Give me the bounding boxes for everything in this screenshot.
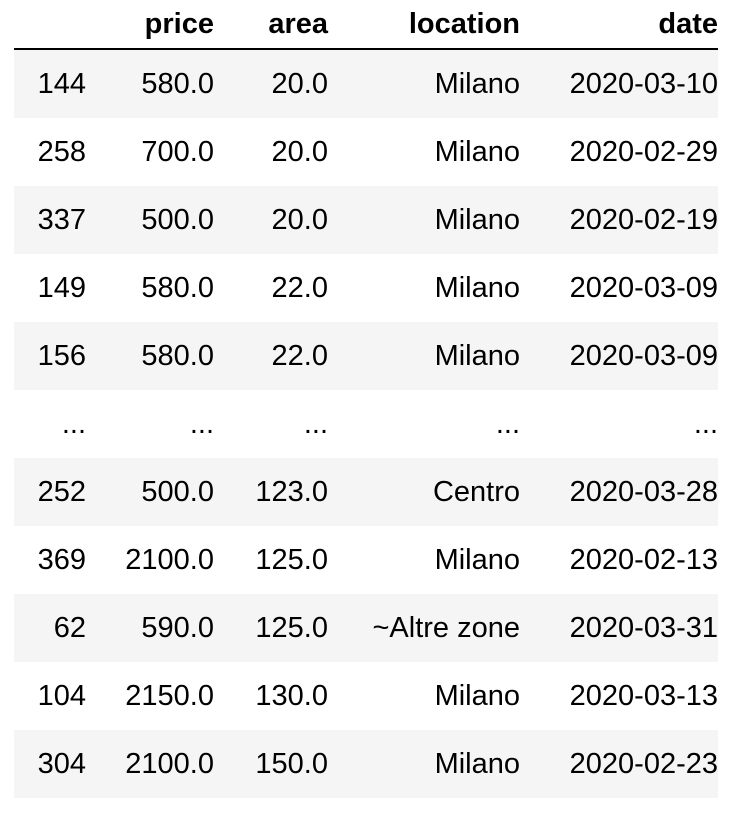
index-header <box>14 0 86 50</box>
cell-index: 304 <box>37 747 86 780</box>
column-header-location: location <box>328 0 520 50</box>
cell-area: 125.0 <box>255 543 328 576</box>
cell-location: Milano <box>434 747 520 780</box>
cell-location: Milano <box>434 135 520 168</box>
cell-date: 2020-02-29 <box>569 135 718 168</box>
cell-location: ... <box>495 407 520 440</box>
cell-price: 2150.0 <box>125 679 214 712</box>
cell-index: 337 <box>37 203 86 236</box>
column-header-date: date <box>520 0 718 50</box>
cell-date: 2020-02-13 <box>569 543 718 576</box>
table-row: 252 500.0 123.0 Centro 2020-03-28 <box>14 458 718 526</box>
cell-area: 150.0 <box>255 747 328 780</box>
table-row: 144 580.0 20.0 Milano 2020-03-10 <box>14 49 718 118</box>
cell-price: 500.0 <box>141 475 214 508</box>
cell-area: 130.0 <box>255 679 328 712</box>
header-row: price area location date <box>14 0 718 50</box>
cell-price: 700.0 <box>141 135 214 168</box>
cell-location: ~Altre zone <box>372 611 520 644</box>
table-row: 156 580.0 22.0 Milano 2020-03-09 <box>14 322 718 390</box>
table-row: 258 700.0 20.0 Milano 2020-02-29 <box>14 118 718 186</box>
cell-price: 580.0 <box>141 271 214 304</box>
cell-index: 156 <box>37 339 86 372</box>
cell-index: 144 <box>37 67 86 100</box>
cell-date: 2020-03-09 <box>569 339 718 372</box>
cell-location: Centro <box>432 475 520 508</box>
cell-price: 2100.0 <box>125 543 214 576</box>
cell-area: ... <box>303 407 328 440</box>
table-row: 104 2150.0 130.0 Milano 2020-03-13 <box>14 662 718 730</box>
table-row: 304 2100.0 150.0 Milano 2020-02-23 <box>14 730 718 798</box>
cell-area: 123.0 <box>255 475 328 508</box>
cell-index: 252 <box>37 475 86 508</box>
cell-area: 22.0 <box>271 339 328 372</box>
cell-date: ... <box>693 407 718 440</box>
cell-date: 2020-02-19 <box>569 203 718 236</box>
cell-date: 2020-02-23 <box>569 747 718 780</box>
cell-location: Milano <box>434 679 520 712</box>
cell-location: Milano <box>434 67 520 100</box>
cell-location: Milano <box>434 543 520 576</box>
cell-price: 2100.0 <box>125 747 214 780</box>
table-row: 369 2100.0 125.0 Milano 2020-02-13 <box>14 526 718 594</box>
cell-price: 580.0 <box>141 339 214 372</box>
cell-price: 590.0 <box>141 611 214 644</box>
table-body: 144 580.0 20.0 Milano 2020-03-10 258 700.0 20.0… <box>14 49 718 798</box>
table-row: 149 580.0 22.0 Milano 2020-03-09 <box>14 254 718 322</box>
cell-date: 2020-03-31 <box>569 611 718 644</box>
table-row: 337 500.0 20.0 Milano 2020-02-19 <box>14 186 718 254</box>
cell-price: 580.0 <box>141 67 214 100</box>
cell-location: Milano <box>434 339 520 372</box>
cell-price: 500.0 <box>141 203 214 236</box>
cell-index: 369 <box>37 543 86 576</box>
cell-area: 125.0 <box>255 611 328 644</box>
cell-index: 149 <box>37 271 86 304</box>
table-header: price area location date <box>14 0 718 50</box>
cell-index: 258 <box>37 135 86 168</box>
cell-date: 2020-03-09 <box>569 271 718 304</box>
cell-date: 2020-03-13 <box>569 679 718 712</box>
cell-area: 22.0 <box>271 271 328 304</box>
cell-location: Milano <box>434 271 520 304</box>
cell-date: 2020-03-28 <box>569 475 718 508</box>
table-row: 62 590.0 125.0 ~Altre zone 2020-03-31 <box>14 594 718 662</box>
cell-area: 20.0 <box>271 203 328 236</box>
column-header-price: price <box>86 0 214 50</box>
cell-price: ... <box>189 407 214 440</box>
cell-date: 2020-03-10 <box>569 67 718 100</box>
cell-area: 20.0 <box>271 135 328 168</box>
cell-location: Milano <box>434 203 520 236</box>
column-header-area: area <box>214 0 328 50</box>
dataframe-table: price area location date 144 580.0 20.0 Mil… <box>14 0 718 798</box>
cell-index: 62 <box>53 611 86 644</box>
table-row: ............... <box>14 390 718 458</box>
cell-area: 20.0 <box>271 67 328 100</box>
cell-index: 104 <box>37 679 86 712</box>
cell-index: ... <box>61 407 86 440</box>
